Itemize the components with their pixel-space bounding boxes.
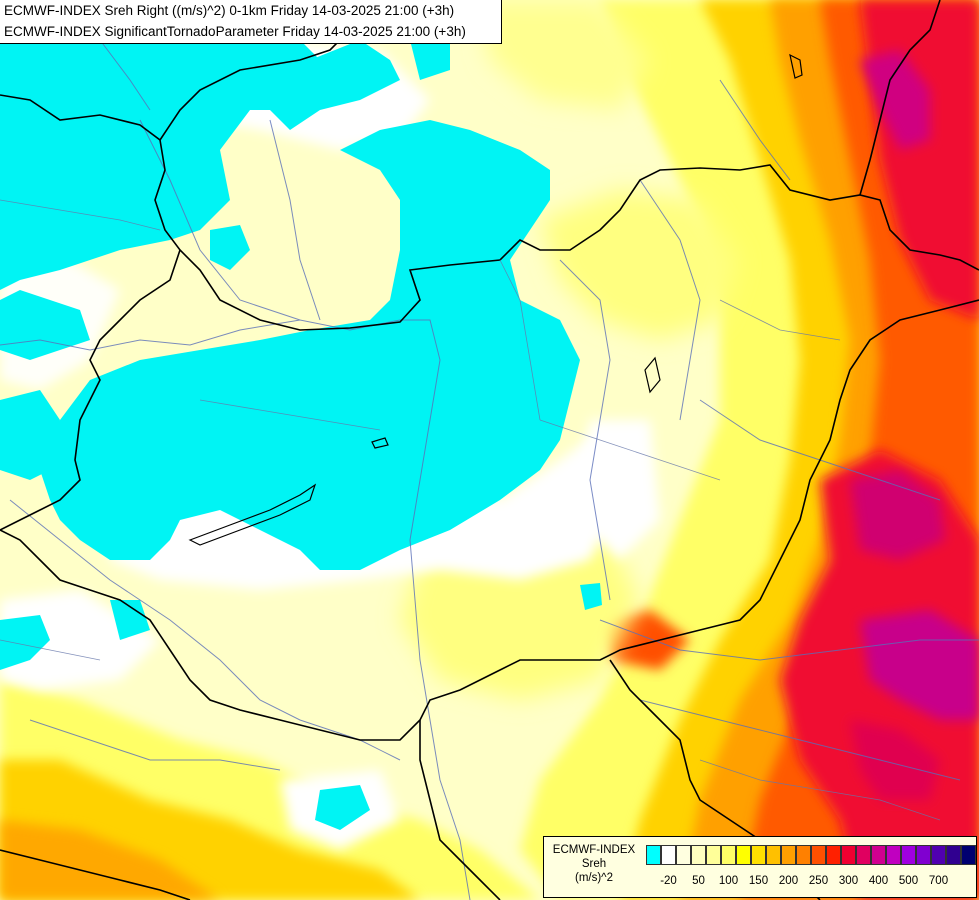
legend-swatch	[946, 845, 961, 865]
region-borders	[0, 199, 941, 821]
legend-swatch	[931, 845, 946, 865]
legend-tick-label: 700	[928, 875, 949, 887]
legend-swatch	[781, 845, 796, 865]
legend-color-bar	[646, 845, 976, 865]
color-legend: ECMWF-INDEX Sreh (m/s)^2 -20 50 100 150 200 2…	[543, 836, 977, 898]
legend-tick-label: 150	[748, 875, 769, 887]
legend-tick-label: 400	[868, 875, 889, 887]
legend-swatch	[796, 845, 811, 865]
legend-tick-label: 500	[898, 875, 919, 887]
legend-swatch	[766, 845, 781, 865]
legend-swatch	[826, 845, 841, 865]
legend-tick-label: 200	[778, 875, 799, 887]
legend-title: ECMWF-INDEX Sreh (m/s)^2	[544, 843, 644, 885]
legend-swatch	[871, 845, 886, 865]
legend-swatch	[706, 845, 721, 865]
legend-swatch	[736, 845, 751, 865]
legend-swatch	[886, 845, 901, 865]
legend-swatch	[811, 845, 826, 865]
legend-tick-label: 300	[838, 875, 859, 887]
title-line-stp: ECMWF-INDEX SignificantTornadoParameter …	[4, 24, 466, 39]
lakes	[188, 53, 803, 546]
legend-tick-label: 50	[692, 875, 705, 887]
legend-swatch	[661, 845, 676, 865]
legend-tick-label: 100	[718, 875, 739, 887]
legend-title-line1: ECMWF-INDEX	[552, 844, 636, 856]
legend-tick-label: 250	[808, 875, 829, 887]
legend-ticks: -20 50 100 150 200 250 300 400 500 700	[646, 875, 976, 889]
legend-swatch	[901, 845, 916, 865]
cyan-zones	[0, 0, 602, 830]
legend-title-line3: (m/s)^2	[575, 872, 613, 884]
legend-swatch	[751, 845, 766, 865]
map-title-box: ECMWF-INDEX Sreh Right ((m/s)^2) 0-1km F…	[0, 0, 502, 44]
rivers	[0, 39, 979, 900]
legend-swatch	[676, 845, 691, 865]
legend-swatch	[916, 845, 931, 865]
legend-swatch	[856, 845, 871, 865]
legend-swatch	[961, 845, 976, 865]
title-line-sreh: ECMWF-INDEX Sreh Right ((m/s)^2) 0-1km F…	[4, 3, 455, 18]
legend-swatch	[841, 845, 856, 865]
legend-tick-label: -20	[660, 875, 677, 887]
legend-title-line2: Sreh	[581, 858, 607, 870]
legend-swatch	[691, 845, 706, 865]
legend-swatch	[721, 845, 736, 865]
legend-swatch	[646, 845, 661, 865]
